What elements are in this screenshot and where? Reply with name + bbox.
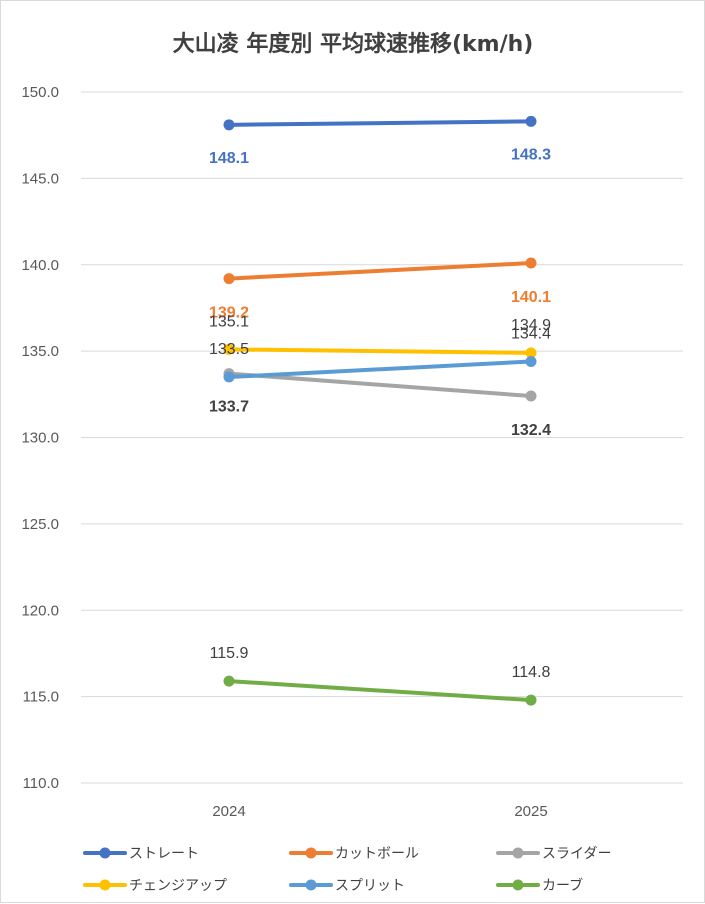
legend-marker bbox=[512, 879, 524, 891]
data-point bbox=[525, 115, 537, 127]
y-tick-label: 110.0 bbox=[23, 775, 59, 792]
data-label: 139.2 bbox=[209, 305, 249, 322]
chart-title: 大山凌 年度別 平均球速推移(km/h) bbox=[173, 31, 534, 57]
data-label: 148.1 bbox=[209, 150, 249, 167]
data-label: 133.7 bbox=[209, 399, 249, 416]
y-tick-label: 140.0 bbox=[21, 257, 59, 274]
data-point bbox=[223, 273, 235, 285]
y-tick-label: 115.0 bbox=[23, 689, 59, 706]
data-label: 114.8 bbox=[512, 664, 551, 681]
legend-marker bbox=[305, 879, 317, 891]
data-label: 148.3 bbox=[511, 146, 551, 163]
legend-label: ストレート bbox=[129, 846, 199, 862]
legend-marker bbox=[305, 847, 317, 859]
series-line bbox=[227, 347, 533, 355]
data-point bbox=[223, 371, 235, 383]
series-line bbox=[227, 119, 533, 127]
data-point bbox=[525, 257, 537, 269]
data-label: 132.4 bbox=[511, 422, 551, 439]
y-axis-ticks: 110.0 115.0 120.0 125.0 130.0 135.0 140.0 145.0… bbox=[21, 84, 59, 792]
legend-label: カーブ bbox=[542, 877, 583, 894]
series-line bbox=[227, 679, 533, 703]
series-line bbox=[227, 261, 533, 281]
y-tick-label: 150.0 bbox=[21, 84, 59, 101]
data-point bbox=[525, 347, 537, 359]
series-line bbox=[227, 359, 533, 380]
legend-label: カットボール bbox=[335, 846, 419, 862]
y-tick-label: 145.0 bbox=[21, 170, 59, 187]
legend-marker bbox=[99, 847, 111, 859]
data-point bbox=[223, 119, 235, 131]
data-label: 134.4 bbox=[511, 325, 551, 342]
data-label: 133.5 bbox=[209, 341, 249, 358]
x-tick-label: 2025 bbox=[514, 803, 547, 820]
legend-label: スプリット bbox=[335, 878, 405, 894]
data-point bbox=[525, 694, 537, 706]
y-tick-label: 125.0 bbox=[21, 516, 59, 533]
y-tick-label: 135.0 bbox=[21, 343, 59, 360]
y-tick-label: 120.0 bbox=[21, 602, 59, 619]
data-label: 135.1 bbox=[209, 313, 249, 330]
x-axis-ticks: 2024 2025 bbox=[212, 803, 547, 820]
legend-marker bbox=[512, 847, 524, 859]
grid-lines bbox=[81, 91, 683, 784]
x-tick-label: 2024 bbox=[212, 803, 245, 820]
data-point bbox=[525, 390, 537, 402]
data-labels: 148.1 148.3 139.2 140.1 133.7 132.4 135.1 134.9… bbox=[209, 146, 551, 681]
data-point bbox=[223, 675, 235, 687]
legend-label: チェンジアップ bbox=[129, 878, 227, 894]
legend-label: スライダー bbox=[542, 846, 611, 862]
data-point bbox=[525, 355, 537, 367]
data-label: 115.9 bbox=[210, 645, 249, 662]
series-line bbox=[227, 371, 533, 399]
data-point bbox=[223, 343, 235, 355]
series-lines bbox=[223, 115, 537, 706]
legend-marker bbox=[99, 879, 111, 891]
y-tick-label: 130.0 bbox=[21, 430, 59, 447]
data-label: 140.1 bbox=[511, 289, 551, 306]
data-label: 134.9 bbox=[511, 317, 551, 334]
